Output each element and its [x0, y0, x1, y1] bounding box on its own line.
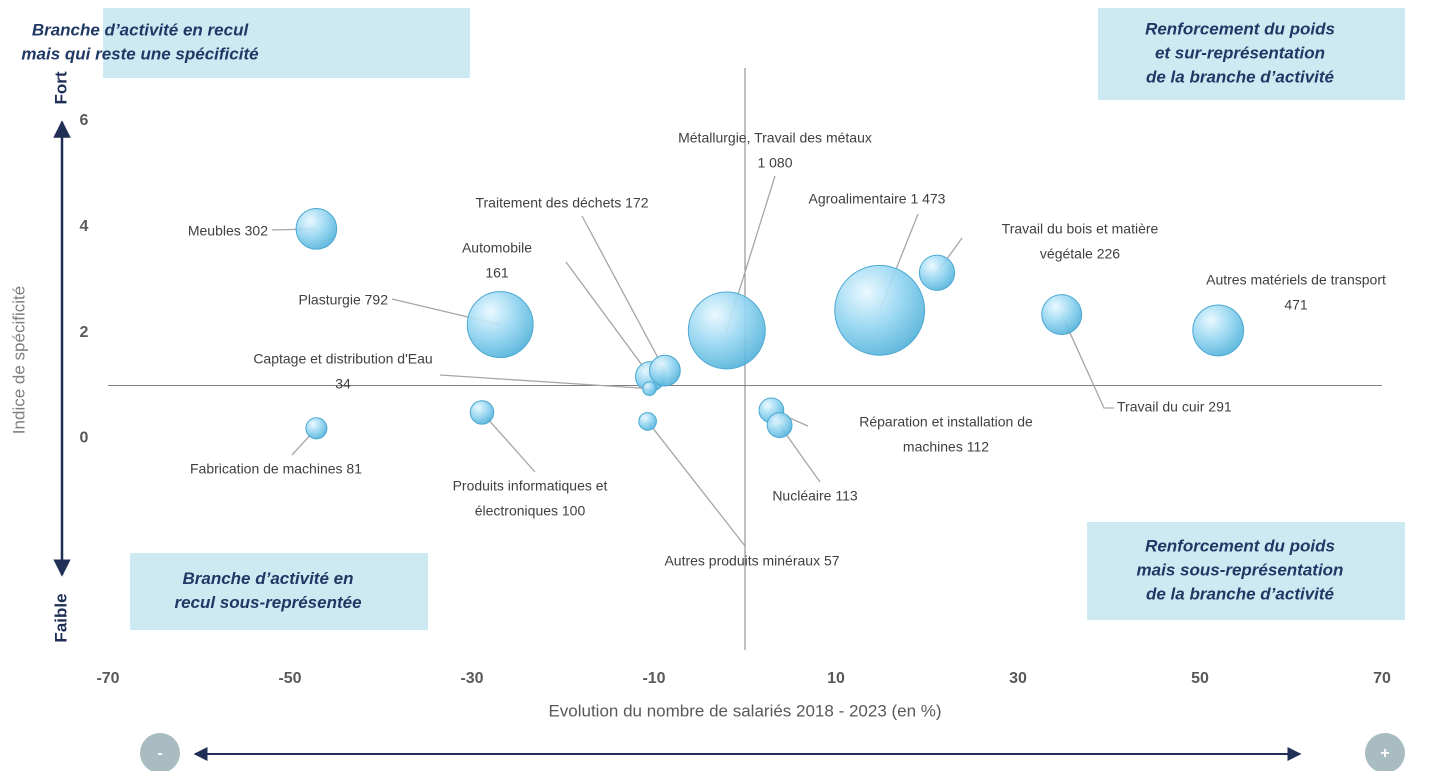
bubble — [834, 264, 926, 356]
data-label: Meubles 302 — [188, 223, 268, 239]
quadrant-text: de la branche d’activité — [1146, 67, 1334, 86]
bubble — [305, 417, 328, 440]
quadrant-box — [1087, 522, 1405, 620]
x-tick-label: 10 — [827, 670, 845, 687]
data-label: Autres matériels de transport — [1206, 272, 1386, 288]
y-tick-label: 6 — [80, 112, 89, 129]
data-label: Produits informatiques et — [453, 478, 608, 494]
quadrant-text: Renforcement du poids — [1145, 19, 1335, 38]
y-high: Fort — [51, 71, 70, 104]
x-tick-label: 30 — [1009, 670, 1027, 687]
plus-label: + — [1380, 745, 1389, 762]
minus-label: - — [157, 745, 162, 762]
quadrant-text: Branche d’activité en recul — [32, 20, 250, 39]
data-label: Travail du bois et matière — [1002, 221, 1159, 237]
leader-line — [439, 374, 650, 390]
x-tick-label: -50 — [278, 670, 301, 687]
bubble — [1192, 304, 1245, 357]
data-label: machines 112 — [903, 439, 989, 455]
y-tick-label: 2 — [80, 324, 89, 341]
leader-line — [1061, 314, 1114, 409]
quadrant-text: Branche d’activité en — [182, 569, 353, 588]
leader-line — [481, 412, 536, 473]
data-label: 161 — [485, 265, 509, 281]
data-label: Nucléaire 113 — [772, 488, 858, 504]
x-tick-label: -10 — [642, 670, 665, 687]
data-label: Travail du cuir 291 — [1117, 399, 1232, 415]
data-label: Autres produits minéraux 57 — [664, 553, 839, 569]
minus-badge — [140, 733, 180, 771]
data-label: Fabrication de machines 81 — [190, 461, 362, 477]
quadrant-text: et sur-représentation — [1155, 43, 1325, 62]
data-label: Réparation et installation de — [859, 414, 1033, 430]
bubble — [918, 254, 956, 291]
quadrant-text: de la branche d’activité — [1146, 584, 1334, 603]
data-label: Automobile — [462, 240, 532, 256]
bubble — [638, 412, 657, 431]
y-axis-title: Indice de spécificité — [9, 286, 28, 434]
bubble — [466, 291, 534, 359]
data-label: 471 — [1284, 297, 1308, 313]
y-tick-label: 0 — [80, 430, 89, 447]
quadrant-box — [1098, 8, 1405, 100]
data-label: électroniques 100 — [475, 503, 586, 519]
data-label: Traitement des déchets 172 — [475, 195, 648, 211]
data-label: 1 080 — [757, 155, 792, 171]
x-tick-label: -70 — [96, 670, 119, 687]
data-label: 34 — [335, 376, 351, 392]
plus-badge — [1365, 733, 1405, 771]
x-tick-label: -30 — [460, 670, 483, 687]
quadrant-box — [130, 553, 428, 630]
bubble — [469, 400, 495, 425]
bubble — [295, 208, 338, 250]
data-label: végétale 226 — [1040, 246, 1120, 262]
quadrant-text: Renforcement du poids — [1145, 536, 1335, 555]
quadrant-text: mais sous-représentation — [1137, 560, 1344, 579]
bubble — [1041, 294, 1083, 336]
quadrant-text: recul sous-représentée — [174, 593, 361, 612]
data-label: Plasturgie 792 — [298, 292, 388, 308]
x-axis-title: Evolution du nombre de salariés 2018 - 2… — [548, 701, 941, 720]
x-tick-label: 50 — [1191, 670, 1209, 687]
y-tick-label: 4 — [80, 218, 89, 235]
x-tick-label: 70 — [1373, 670, 1391, 687]
bubble — [766, 412, 793, 439]
leader-line — [647, 421, 746, 547]
bubble — [687, 291, 766, 370]
quadrant-text: mais qui reste une spécificité — [21, 44, 258, 63]
data-label: Captage et distribution d'Eau — [253, 351, 432, 367]
data-label: Métallurgie, Travail des métaux — [678, 130, 872, 146]
data-label: Agroalimentaire 1 473 — [809, 191, 946, 207]
bubble — [642, 381, 657, 396]
leader-line — [565, 261, 651, 377]
leader-line — [581, 215, 666, 371]
y-low: Faible — [51, 593, 70, 642]
bubble — [649, 354, 681, 387]
quadrant-box — [103, 8, 470, 78]
